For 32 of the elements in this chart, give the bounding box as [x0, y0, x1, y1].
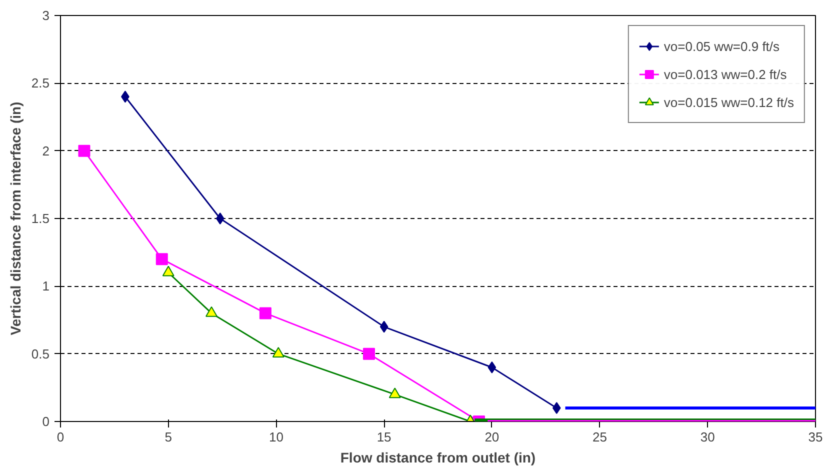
legend-label: vo=0.015 ww=0.12 ft/s [664, 94, 794, 110]
point [216, 212, 224, 224]
y-tick-label: 1 [42, 278, 50, 294]
y-tick-label: 2.5 [31, 76, 50, 91]
point [362, 348, 375, 360]
point [272, 346, 284, 358]
y-tick-label: 2 [42, 143, 50, 158]
point [388, 388, 401, 398]
point [206, 306, 218, 317]
x-tick-label: 20 [484, 430, 500, 444]
legend-label: vo=0.05 ww=0.9 ft/s [664, 38, 780, 54]
x-tick-label: 15 [376, 430, 392, 444]
point [78, 144, 90, 157]
x-tick-label: 25 [592, 430, 608, 444]
point [156, 253, 168, 266]
x-axis-title: Flow distance from outlet (in) [340, 450, 536, 466]
point [162, 266, 174, 276]
point [259, 307, 272, 320]
point [552, 402, 561, 414]
point [488, 361, 496, 374]
y-tick-label: 3 [42, 8, 50, 23]
x-tick-label: 0 [56, 430, 64, 444]
x-tick-label: 35 [808, 430, 823, 444]
y-tick-label: 0.5 [31, 346, 50, 362]
x-tick-label: 30 [700, 430, 715, 444]
point [380, 320, 388, 333]
y-axis-title: Vertical distance from interface (in) [7, 102, 24, 336]
y-tick-label: 1.5 [31, 211, 50, 226]
x-tick-label: 5 [164, 430, 172, 444]
legend-label: vo=0.013 ww=0.2 ft/s [664, 66, 787, 82]
y-tick-label: 0 [42, 414, 50, 429]
x-tick-label: 10 [268, 430, 284, 444]
